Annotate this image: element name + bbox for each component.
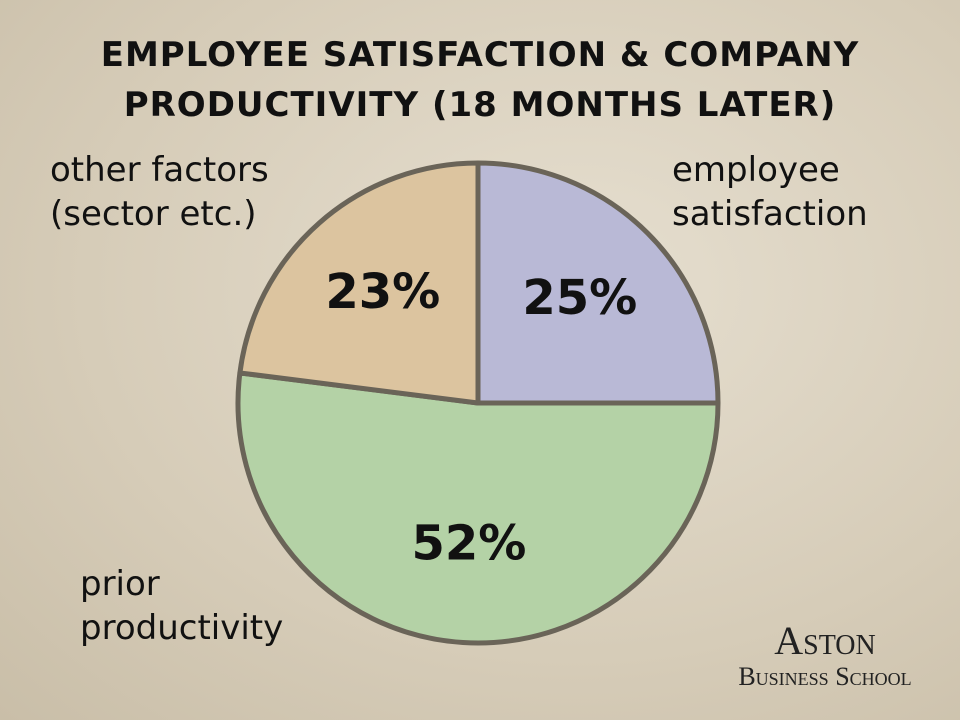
logo-text: Business School (738, 662, 912, 691)
logo-text: Aston (774, 618, 876, 663)
value-label: 23% (325, 264, 440, 320)
category-label: prior productivity (80, 564, 284, 648)
value-label: 25% (522, 270, 637, 326)
category-label: employee satisfaction (672, 150, 868, 234)
category-label: other factors (sector etc.) (50, 150, 269, 234)
value-label: 52% (412, 516, 527, 572)
pie-slice (235, 370, 721, 646)
pie-slice (475, 160, 721, 406)
chart-title: EMPLOYEE SATISFACTION & COMPANY PRODUCTI… (100, 35, 860, 125)
pie-slice (237, 160, 481, 406)
logo: Aston Business School (720, 620, 930, 692)
